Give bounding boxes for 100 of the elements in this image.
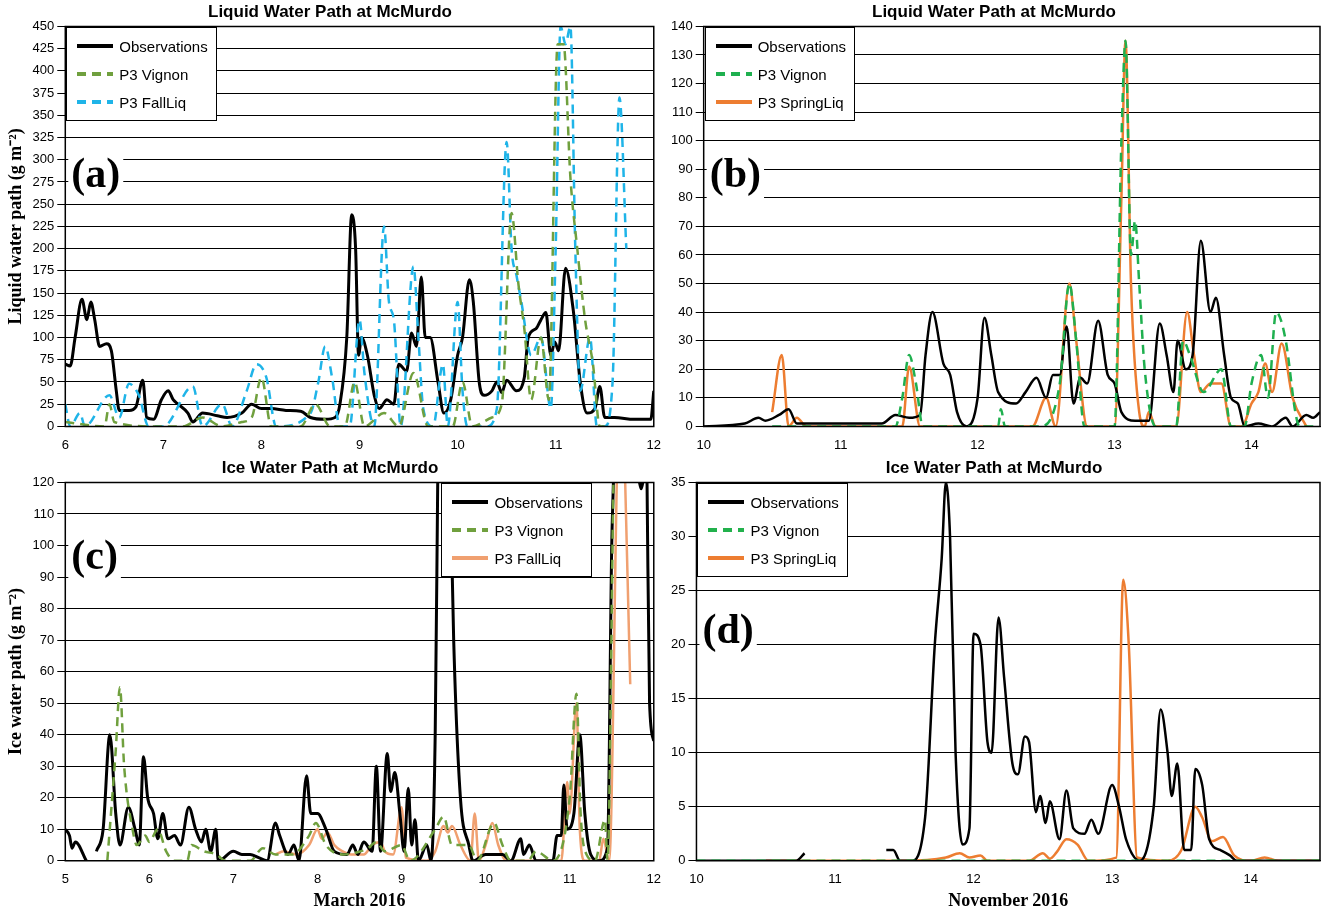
- x-tick-label: 10: [478, 871, 493, 887]
- y-tick-label: 80: [678, 189, 693, 205]
- y-tick-label: 200: [32, 240, 55, 256]
- y-tick-label: 0: [47, 852, 55, 868]
- y-tick-label: 300: [32, 151, 55, 167]
- y-tick-label: 25: [39, 395, 55, 411]
- y-axis-title: Ice water path (g m⁻²): [5, 588, 27, 756]
- legend-label: Observations: [750, 493, 839, 511]
- y-tick-label: 70: [678, 217, 693, 233]
- y-tick-label: 90: [678, 160, 693, 176]
- x-tick-label: 10: [696, 436, 711, 452]
- y-tick-label: 120: [32, 473, 55, 489]
- annotation: (d): [702, 606, 754, 654]
- x-tick-label: 6: [61, 436, 69, 452]
- y-tick-label: 400: [32, 62, 55, 78]
- x-axis-title: November 2016: [948, 889, 1069, 910]
- y-tick-label: 30: [39, 757, 55, 773]
- chart-title: Ice Water Path at McMurdo: [885, 457, 1103, 477]
- x-tick-label: 14: [1243, 871, 1258, 887]
- y-tick-label: 100: [32, 537, 55, 553]
- x-tick-label: 7: [159, 436, 167, 452]
- y-tick-label: 130: [670, 46, 693, 62]
- y-tick-label: 30: [678, 332, 693, 348]
- y-tick-label: 425: [32, 40, 55, 56]
- x-tick-label: 7: [229, 871, 238, 887]
- y-tick-label: 25: [670, 582, 686, 598]
- x-tick-label: 11: [562, 871, 577, 887]
- x-tick-label: 9: [397, 871, 406, 887]
- legend-label: P3 FallLiq: [119, 93, 186, 111]
- y-tick-label: 20: [678, 360, 693, 376]
- y-tick-label: 70: [39, 631, 55, 647]
- y-tick-label: 50: [678, 275, 693, 291]
- legend-label: P3 Vignon: [757, 65, 827, 83]
- y-tick-label: 110: [33, 505, 55, 521]
- chart-title: Ice Water Path at McMurdo: [221, 457, 439, 477]
- x-tick-label: 14: [1244, 436, 1259, 452]
- x-axis-title: March 2016: [313, 889, 406, 910]
- y-tick-label: 0: [47, 417, 55, 433]
- chart-title: Liquid Water Path at McMurdo: [208, 1, 452, 21]
- x-tick-label: 10: [689, 871, 704, 887]
- y-tick-label: 60: [39, 663, 55, 679]
- y-tick-label: 325: [32, 129, 55, 145]
- y-tick-label: 100: [32, 329, 55, 345]
- annotation: (c): [71, 531, 118, 579]
- x-tick-label: 9: [355, 436, 364, 452]
- x-tick-label: 12: [646, 871, 661, 887]
- y-tick-label: 30: [670, 528, 686, 544]
- y-tick-label: 90: [39, 568, 55, 584]
- legend-label: P3 FallLiq: [494, 549, 562, 567]
- y-tick-label: 100: [670, 132, 693, 148]
- y-tick-label: 250: [32, 195, 55, 211]
- y-axis-title: Liquid water path (g m⁻²): [5, 128, 27, 325]
- y-tick-label: 75: [39, 351, 55, 367]
- y-tick-label: 40: [678, 303, 693, 319]
- y-tick-label: 120: [670, 75, 693, 91]
- x-tick-label: 13: [1107, 436, 1122, 452]
- y-tick-label: 10: [39, 820, 55, 836]
- x-tick-label: 13: [1104, 871, 1120, 887]
- annotation: (b): [709, 150, 762, 198]
- y-tick-label: 10: [678, 389, 693, 405]
- y-tick-label: 140: [670, 17, 693, 33]
- y-tick-label: 0: [685, 417, 693, 433]
- x-tick-label: 6: [145, 871, 153, 887]
- legend-label: P3 SpringLiq: [757, 93, 844, 111]
- y-tick-label: 50: [39, 694, 55, 710]
- y-tick-label: 10: [670, 744, 686, 760]
- x-tick-label: 8: [257, 436, 266, 452]
- x-tick-label: 12: [970, 436, 985, 452]
- y-tick-label: 80: [39, 600, 55, 616]
- chart-title: Liquid Water Path at McMurdo: [872, 1, 1116, 21]
- y-tick-label: 175: [32, 262, 55, 278]
- y-tick-label: 450: [32, 17, 55, 33]
- x-tick-label: 11: [833, 436, 848, 452]
- y-tick-label: 0: [678, 852, 686, 868]
- y-tick-label: 20: [670, 636, 686, 652]
- y-tick-label: 225: [32, 217, 55, 233]
- legend-label: Observations: [119, 37, 208, 55]
- y-tick-label: 40: [39, 726, 55, 742]
- y-tick-label: 375: [32, 84, 55, 100]
- annotation: (a): [71, 150, 121, 198]
- y-tick-label: 5: [678, 798, 686, 814]
- y-tick-label: 60: [678, 246, 693, 262]
- x-tick-label: 12: [646, 436, 661, 452]
- x-tick-label: 10: [450, 436, 465, 452]
- y-tick-label: 350: [32, 106, 55, 122]
- legend-label: P3 Vignon: [119, 65, 189, 83]
- legend-label: P3 Vignon: [750, 521, 820, 539]
- legend-label: P3 SpringLiq: [750, 549, 837, 567]
- legend-label: Observations: [757, 37, 847, 55]
- y-tick-label: 150: [32, 284, 55, 300]
- x-tick-label: 5: [61, 871, 69, 887]
- x-tick-label: 12: [966, 871, 981, 887]
- y-tick-label: 125: [32, 306, 55, 322]
- x-tick-label: 11: [548, 436, 563, 452]
- y-tick-label: 275: [32, 173, 55, 189]
- y-tick-label: 110: [671, 103, 693, 119]
- y-tick-label: 50: [39, 373, 55, 389]
- x-tick-label: 11: [828, 871, 842, 887]
- legend-label: P3 Vignon: [494, 521, 564, 539]
- y-tick-label: 15: [670, 690, 686, 706]
